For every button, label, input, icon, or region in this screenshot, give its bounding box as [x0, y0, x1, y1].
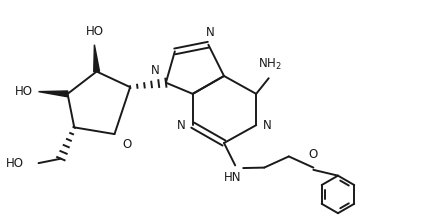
Polygon shape — [39, 91, 68, 97]
Text: N: N — [177, 119, 185, 132]
Text: O: O — [123, 138, 132, 151]
Text: N: N — [263, 119, 272, 132]
Text: HO: HO — [15, 85, 33, 98]
Text: HO: HO — [6, 157, 24, 170]
Text: N: N — [206, 26, 215, 39]
Text: NH$_2$: NH$_2$ — [258, 57, 281, 72]
Text: O: O — [309, 148, 318, 161]
Text: HO: HO — [86, 25, 104, 39]
Text: HN: HN — [224, 171, 241, 184]
Polygon shape — [94, 45, 99, 72]
Text: N: N — [151, 64, 159, 77]
